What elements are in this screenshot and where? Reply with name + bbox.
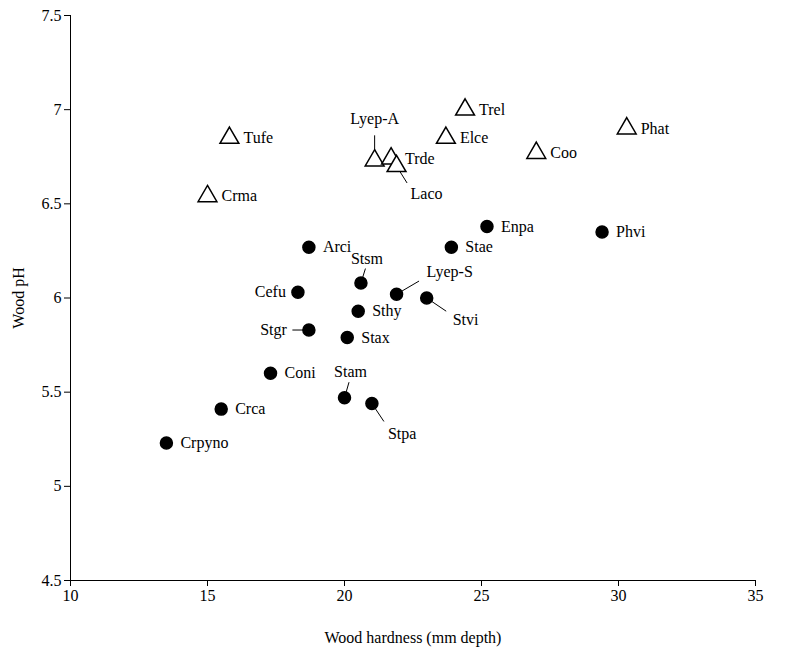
svg-text:Stgr: Stgr [260, 321, 287, 339]
svg-text:Lyep-S: Lyep-S [427, 263, 473, 281]
svg-text:Stsm: Stsm [351, 250, 384, 267]
svg-text:Trde: Trde [405, 150, 435, 167]
svg-text:35: 35 [748, 587, 764, 604]
svg-text:Coo: Coo [550, 144, 577, 161]
svg-text:5: 5 [54, 477, 62, 494]
svg-text:7: 7 [54, 101, 62, 118]
svg-text:Trel: Trel [479, 101, 506, 118]
svg-text:15: 15 [200, 587, 216, 604]
svg-text:6.5: 6.5 [42, 195, 62, 212]
svg-text:Stax: Stax [361, 329, 389, 346]
svg-text:Lyep-A: Lyep-A [350, 110, 399, 128]
svg-text:30: 30 [611, 587, 627, 604]
svg-text:Phat: Phat [641, 120, 670, 137]
svg-text:4.5: 4.5 [42, 572, 62, 589]
svg-text:Stam: Stam [334, 363, 367, 380]
svg-text:6: 6 [54, 289, 62, 306]
svg-text:20: 20 [337, 587, 353, 604]
svg-text:Cefu: Cefu [255, 283, 286, 300]
svg-text:5.5: 5.5 [42, 383, 62, 400]
svg-text:10: 10 [63, 587, 79, 604]
svg-text:Wood hardness (mm depth): Wood hardness (mm depth) [325, 629, 502, 647]
svg-text:Sthy: Sthy [372, 302, 401, 320]
svg-text:Coni: Coni [285, 364, 317, 381]
svg-text:Crca: Crca [235, 400, 265, 417]
svg-text:Tufe: Tufe [243, 129, 273, 146]
svg-text:Arci: Arci [323, 238, 352, 255]
svg-text:Crpyno: Crpyno [180, 434, 228, 452]
svg-text:Wood pH: Wood pH [10, 267, 28, 329]
svg-text:Laco: Laco [411, 185, 443, 202]
svg-text:Enpa: Enpa [501, 218, 534, 236]
svg-text:7.5: 7.5 [42, 7, 62, 24]
svg-text:Stpa: Stpa [388, 425, 416, 443]
svg-text:Elce: Elce [460, 129, 488, 146]
svg-text:Phvi: Phvi [616, 223, 646, 240]
svg-text:Stvi: Stvi [453, 311, 479, 328]
svg-text:25: 25 [474, 587, 490, 604]
svg-text:Crma: Crma [222, 187, 258, 204]
svg-text:Stae: Stae [465, 238, 493, 255]
